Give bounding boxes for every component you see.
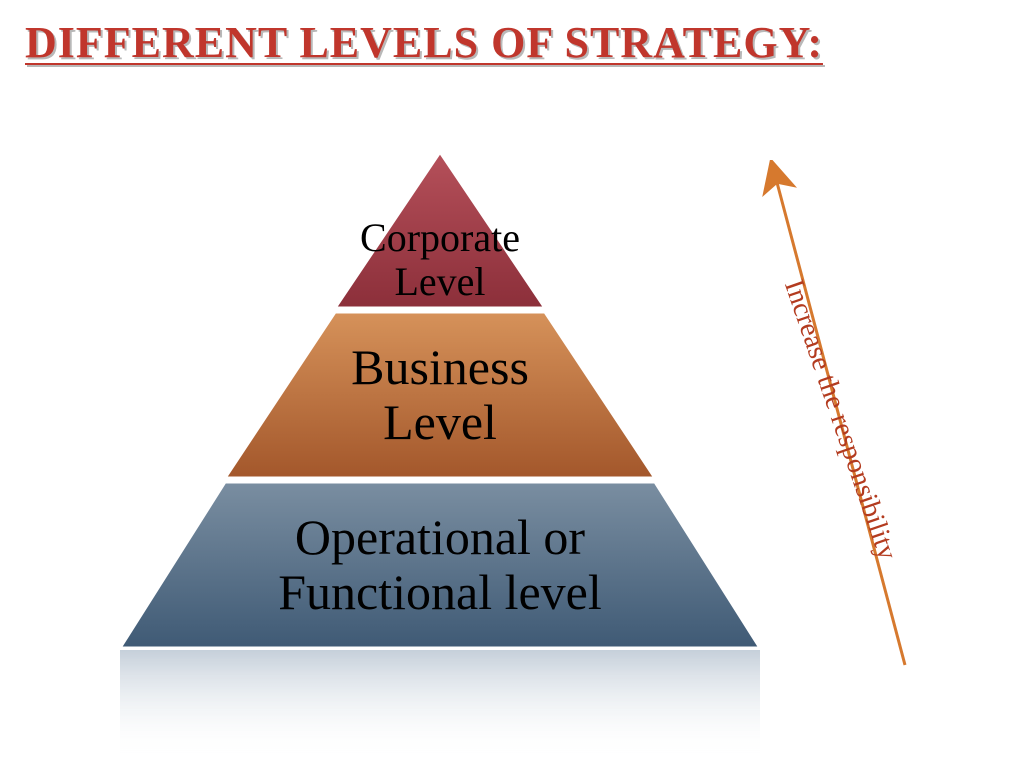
slide-title: DIFFERENT LEVELS OF STRATEGY: bbox=[25, 18, 823, 69]
slide: DIFFERENT LEVELS OF STRATEGY: CorporateL… bbox=[0, 0, 1024, 768]
tier-label-2: Operational orFunctional level bbox=[278, 510, 602, 620]
pyramid-tier-0: CorporateLevel bbox=[120, 150, 760, 310]
pyramid-reflection bbox=[120, 650, 760, 760]
tier-label-0: CorporateLevel bbox=[360, 216, 520, 310]
responsibility-arrow: Increase the responsibility bbox=[760, 160, 920, 680]
tier-label-1: BusinessLevel bbox=[351, 340, 529, 450]
pyramid-tier-1: BusinessLevel bbox=[120, 310, 760, 480]
pyramid-tier-2: Operational orFunctional level bbox=[120, 480, 760, 650]
strategy-pyramid: CorporateLevel BusinessLevel Operational o… bbox=[120, 150, 760, 650]
